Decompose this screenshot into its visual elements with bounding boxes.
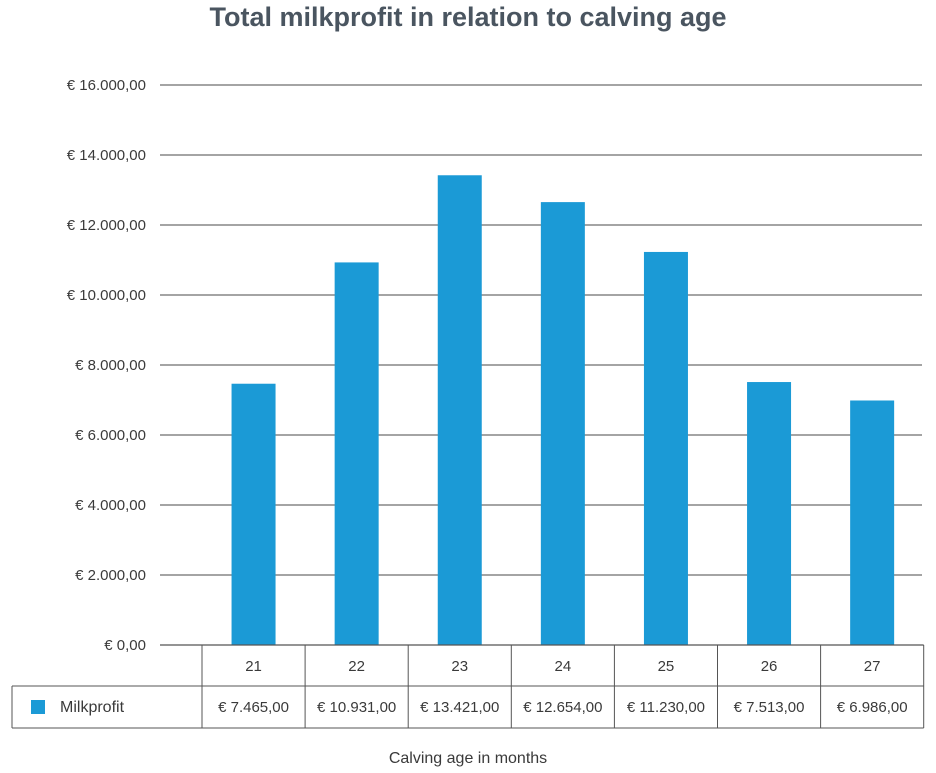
bar-21 [231,383,276,645]
bar-22 [334,262,379,645]
bar-26 [747,382,792,645]
data-label: € 10.931,00 [317,699,396,716]
bar-23 [437,175,482,645]
y-tick-label: € 0,00 [104,637,146,654]
y-tick-label: € 12.000,00 [67,217,146,234]
data-label: € 11.230,00 [627,699,705,716]
bar-24 [540,202,585,646]
data-label: € 12.654,00 [523,699,602,716]
x-axis-label: Calving age in months [388,750,548,767]
data-table: 21 22 23 24 25 26 27 € 7.465,00 € 10.931,00 € 13.… [11,644,925,729]
data-label: € 7.465,00 [218,699,289,716]
legend-swatch [31,700,45,714]
x-tick-label: 25 [658,658,675,675]
y-tick-label: € 8.000,00 [75,357,146,374]
x-tick-label: 21 [245,658,262,675]
bar-27 [850,400,895,645]
y-tick-label: € 10.000,00 [67,287,146,304]
y-tick-label: € 4.000,00 [75,497,146,514]
data-label: € 6.986,00 [837,699,908,716]
data-label: € 7.513,00 [734,699,805,716]
legend-label: Milkprofit [60,699,125,716]
x-tick-label: 22 [348,658,365,675]
y-tick-label: € 14.000,00 [67,147,146,164]
data-label: € 13.421,00 [420,699,499,716]
x-tick-label: 26 [761,658,778,675]
x-tick-label: 23 [451,658,468,675]
y-tick-label: € 16.000,00 [67,77,146,94]
x-tick-label: 27 [864,658,881,675]
y-tick-label: € 2.000,00 [75,567,146,584]
x-tick-label: 24 [555,658,572,675]
chart-title: Total milkprofit in relation to calving … [209,2,727,32]
bar-25 [643,251,688,645]
y-axis-ticks: € 0,00 € 2.000,00 € 4.000,00 € 6.000,00 € 8.… [67,77,146,654]
bars [231,175,895,646]
y-tick-label: € 6.000,00 [75,427,146,444]
